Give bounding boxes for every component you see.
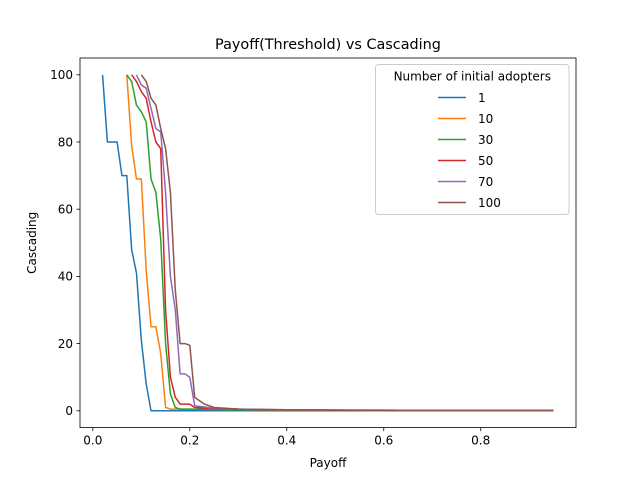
y-axis-ticks: 0 20 40 60 80 100 xyxy=(50,68,80,418)
x-axis-label: Payoff xyxy=(310,456,347,470)
legend-label-30: 30 xyxy=(478,133,493,147)
y-tick-label: 40 xyxy=(58,270,73,284)
x-axis-ticks: 0.0 0.2 0.4 0.6 0.8 xyxy=(83,427,490,448)
legend-label-10: 10 xyxy=(478,112,493,126)
series-layer xyxy=(101,74,554,412)
legend-label-50: 50 xyxy=(478,154,493,168)
y-tick-label: 80 xyxy=(58,135,73,149)
x-tick-label: 0.8 xyxy=(471,434,490,448)
plot-frame xyxy=(79,57,577,429)
x-tick-label: 0.6 xyxy=(374,434,393,448)
legend-label-1: 1 xyxy=(478,91,486,105)
y-tick-label: 60 xyxy=(58,203,73,217)
legend-title: Number of initial adopters xyxy=(394,70,551,84)
legend-label-70: 70 xyxy=(478,175,493,189)
y-tick-label: 20 xyxy=(58,337,73,351)
y-tick-label: 100 xyxy=(50,68,73,82)
legend-entries: 1 10 30 50 70 100 xyxy=(438,91,501,210)
x-tick-label: 0.2 xyxy=(180,434,199,448)
y-axis-label: Cascading xyxy=(25,212,39,274)
x-tick-label: 0.4 xyxy=(277,434,296,448)
legend-frame xyxy=(375,64,570,215)
x-tick-label: 0.0 xyxy=(83,434,102,448)
chart-title: Payoff(Threshold) vs Cascading xyxy=(215,37,441,53)
legend: Number of initial adopters 1 10 30 50 70 100 xyxy=(375,64,570,215)
y-tick-label: 0 xyxy=(65,404,73,418)
legend-label-100: 100 xyxy=(478,196,501,210)
series-line-100 xyxy=(140,74,554,412)
